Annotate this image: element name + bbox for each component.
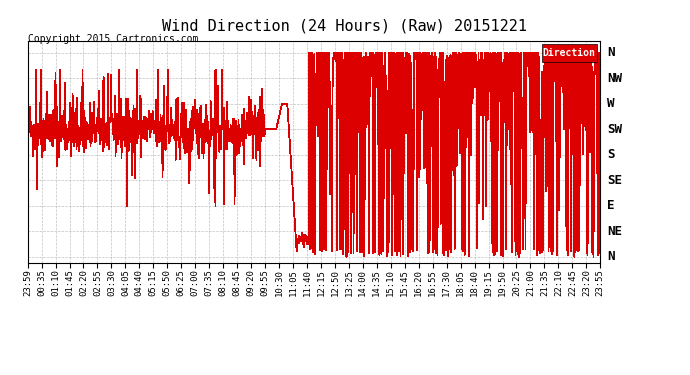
- Text: E: E: [607, 199, 615, 212]
- Text: N: N: [607, 46, 615, 59]
- Text: S: S: [607, 148, 615, 161]
- Text: SW: SW: [607, 123, 622, 136]
- Text: Direction: Direction: [543, 48, 595, 58]
- Text: NE: NE: [607, 225, 622, 238]
- Text: W: W: [607, 97, 615, 110]
- Text: Copyright 2015 Cartronics.com: Copyright 2015 Cartronics.com: [28, 34, 198, 44]
- Text: NW: NW: [607, 72, 622, 85]
- Text: N: N: [607, 251, 615, 263]
- Text: Wind Direction (24 Hours) (Raw) 20151221: Wind Direction (24 Hours) (Raw) 20151221: [163, 19, 527, 34]
- Text: SE: SE: [607, 174, 622, 187]
